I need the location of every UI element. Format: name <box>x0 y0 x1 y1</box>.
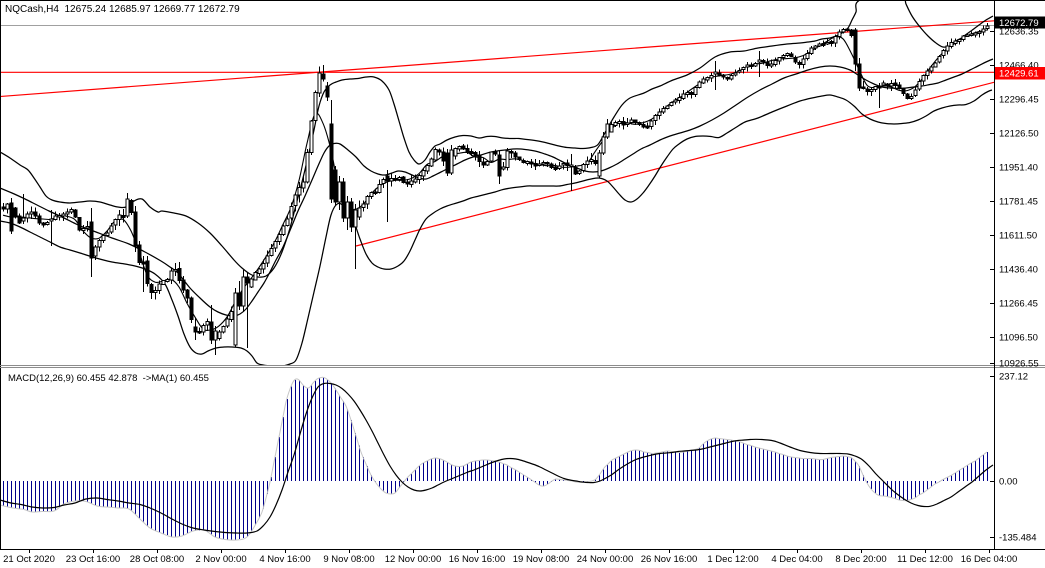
svg-text:12429.61: 12429.61 <box>999 69 1039 80</box>
svg-text:0.00: 0.00 <box>999 477 1018 488</box>
svg-text:16 Dec 04:00: 16 Dec 04:00 <box>961 554 1018 565</box>
svg-text:24 Nov 00:00: 24 Nov 00:00 <box>577 554 634 565</box>
svg-text:21 Oct 2020: 21 Oct 2020 <box>3 554 55 565</box>
svg-text:10926.55: 10926.55 <box>999 359 1039 370</box>
svg-text:19 Nov 08:00: 19 Nov 08:00 <box>513 554 570 565</box>
svg-text:12 Nov 00:00: 12 Nov 00:00 <box>385 554 442 565</box>
svg-text:28 Oct 08:00: 28 Oct 08:00 <box>130 554 184 565</box>
svg-text:11266.45: 11266.45 <box>999 299 1038 310</box>
svg-text:2 Nov 00:00: 2 Nov 00:00 <box>195 554 246 565</box>
svg-text:MACD(12,26,9) 60.455 42.878 -: MACD(12,26,9) 60.455 42.878 ->MA(1) 60.4… <box>8 373 209 384</box>
svg-text:237.12: 237.12 <box>999 372 1028 383</box>
svg-text:-135.484: -135.484 <box>999 533 1037 544</box>
svg-text:26 Nov 16:00: 26 Nov 16:00 <box>641 554 698 565</box>
svg-text:12126.50: 12126.50 <box>999 129 1039 140</box>
svg-text:23 Oct 16:00: 23 Oct 16:00 <box>66 554 120 565</box>
svg-text:4 Dec 04:00: 4 Dec 04:00 <box>771 554 822 565</box>
svg-text:9 Nov 08:00: 9 Nov 08:00 <box>323 554 374 565</box>
svg-text:12672.79: 12672.79 <box>999 18 1039 29</box>
svg-text:11781.45: 11781.45 <box>999 197 1038 208</box>
svg-text:1 Dec 12:00: 1 Dec 12:00 <box>707 554 758 565</box>
svg-text:8 Dec 20:00: 8 Dec 20:00 <box>835 554 886 565</box>
svg-text:11951.40: 11951.40 <box>999 163 1038 174</box>
svg-text:11 Dec 12:00: 11 Dec 12:00 <box>897 554 953 565</box>
svg-text:12296.45: 12296.45 <box>999 95 1039 106</box>
svg-text:12466.40: 12466.40 <box>999 61 1039 72</box>
svg-text:NQCash,H4 12675.24 12685.97 1: NQCash,H4 12675.24 12685.97 12669.77 126… <box>5 4 240 15</box>
svg-text:16 Nov 16:00: 16 Nov 16:00 <box>449 554 506 565</box>
svg-text:11096.50: 11096.50 <box>999 333 1038 344</box>
svg-text:11611.50: 11611.50 <box>999 231 1037 242</box>
svg-text:4 Nov 16:00: 4 Nov 16:00 <box>259 554 310 565</box>
svg-text:11436.40: 11436.40 <box>999 265 1038 276</box>
svg-text:12636.35: 12636.35 <box>999 27 1039 38</box>
